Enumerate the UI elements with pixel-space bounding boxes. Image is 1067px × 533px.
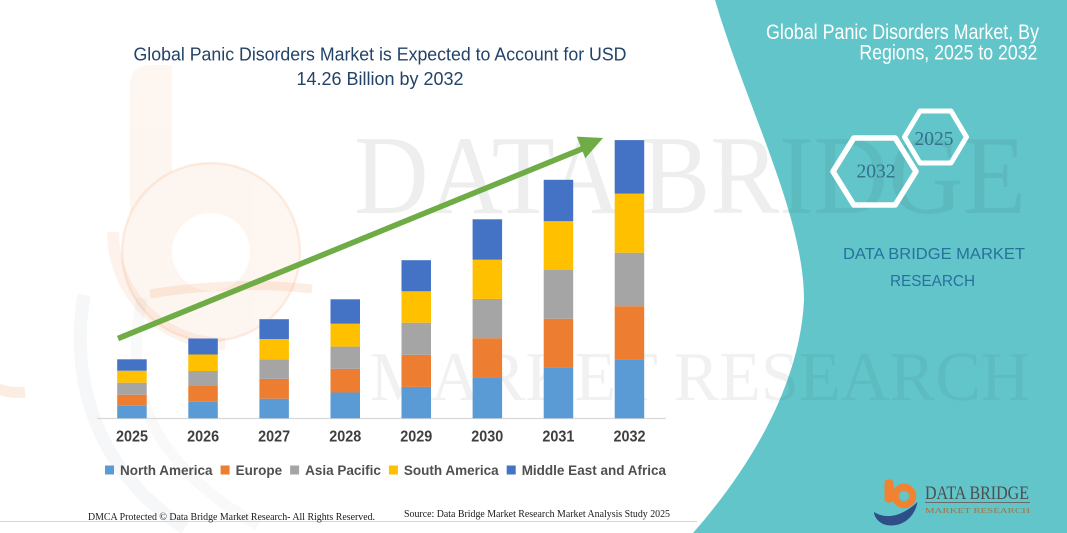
svg-text:2025: 2025	[915, 129, 954, 150]
svg-text:2029: 2029	[400, 429, 432, 446]
svg-text:South America: South America	[404, 463, 499, 478]
svg-text:2025: 2025	[116, 429, 148, 446]
svg-text:DATA BRIDGE MARKET: DATA BRIDGE MARKET	[843, 246, 1026, 263]
svg-text:Asia Pacific: Asia Pacific	[305, 463, 381, 478]
svg-text:2031: 2031	[542, 429, 574, 446]
svg-text:2032: 2032	[857, 162, 896, 183]
svg-text:2032: 2032	[614, 429, 646, 446]
svg-text:2026: 2026	[187, 429, 219, 446]
svg-text:2028: 2028	[329, 429, 361, 446]
svg-text:14.26 Billion by 2032: 14.26 Billion by 2032	[297, 69, 464, 89]
svg-text:RESEARCH: RESEARCH	[890, 273, 975, 290]
svg-text:DMCA Protected © Data Bridge M: DMCA Protected © Data Bridge Market Rese…	[88, 511, 375, 523]
svg-text:2027: 2027	[258, 429, 290, 446]
svg-text:Global Panic Disorders Market,: Global Panic Disorders Market, By	[766, 20, 1039, 44]
svg-text:2030: 2030	[471, 429, 503, 446]
svg-text:North America: North America	[120, 463, 213, 478]
svg-text:Regions, 2025 to 2032: Regions, 2025 to 2032	[859, 41, 1037, 65]
svg-text:Global Panic Disorders Market: Global Panic Disorders Market is Expecte…	[134, 45, 627, 65]
svg-text:Middle East and Africa: Middle East and Africa	[522, 463, 667, 478]
svg-text:Source: Data Bridge Market Res: Source: Data Bridge Market Research Mark…	[404, 508, 670, 520]
svg-text:DATA BRIDGE: DATA BRIDGE	[925, 483, 1029, 504]
svg-text:MARKET RESEARCH: MARKET RESEARCH	[925, 506, 1031, 515]
svg-text:Europe: Europe	[236, 463, 283, 478]
